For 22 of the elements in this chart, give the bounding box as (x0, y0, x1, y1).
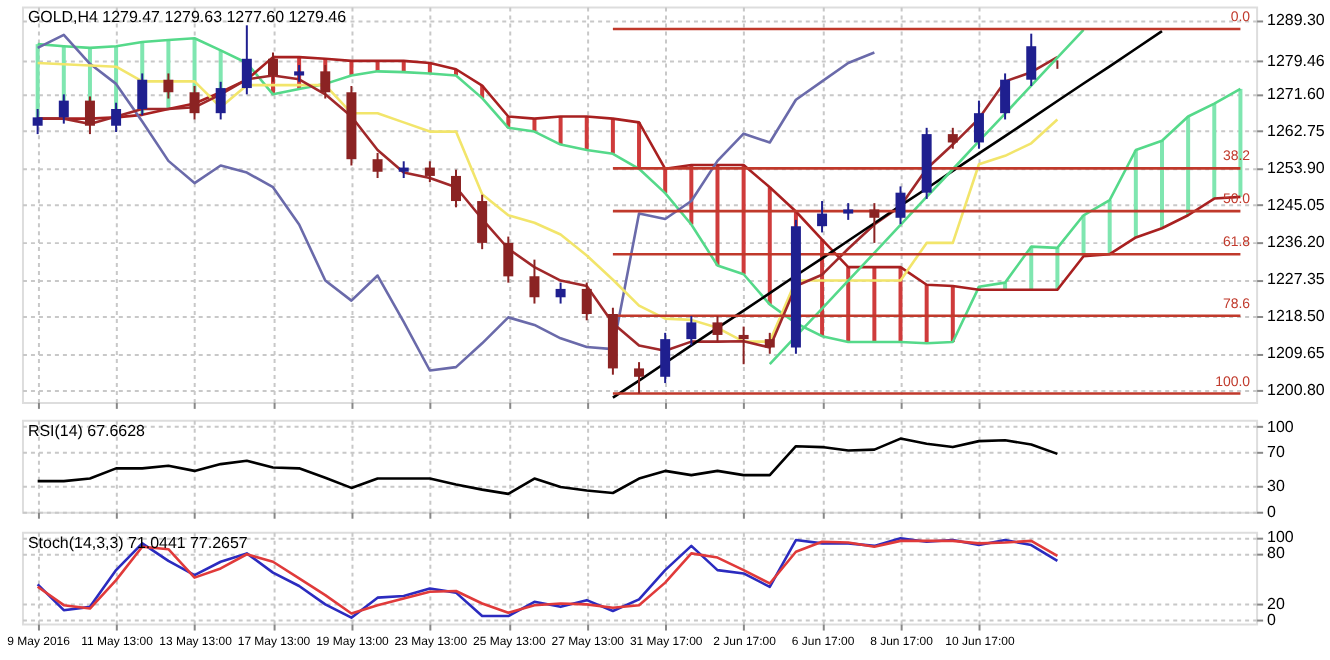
y-tick-label: 1218.50 (1267, 307, 1326, 326)
chart-title: GOLD,H4 1279.47 1279.63 1277.60 1279.46 (27, 8, 348, 27)
y-tick-label: 80 (1267, 544, 1286, 563)
y-tick-label: 1289.30 (1267, 10, 1326, 29)
y-tick-label: 1253.90 (1267, 158, 1326, 177)
y-tick-label: 1279.46 (1267, 52, 1326, 71)
y-tick-label: 20 (1267, 594, 1286, 613)
y-tick-label: 30 (1267, 477, 1286, 496)
y-tick-label: 1236.20 (1267, 233, 1326, 252)
y-tick-label: 100 (1267, 417, 1295, 436)
y-tick-label: 1200.80 (1267, 381, 1326, 400)
y-tick-label: 70 (1267, 443, 1286, 462)
y-tick-label: 1262.75 (1267, 121, 1326, 140)
y-tick-label: 1271.60 (1267, 84, 1326, 103)
chart-title: RSI(14) 67.6628 (27, 421, 147, 440)
y-tick-label: 0 (1267, 502, 1278, 521)
y-tick-label: 0 (1267, 611, 1278, 630)
y-tick-label: 1209.65 (1267, 344, 1326, 363)
chart-title: Stoch(14,3,3) 71.0441 77.2657 (27, 533, 249, 552)
y-tick-label: 1227.35 (1267, 270, 1326, 289)
y-tick-label: 100 (1267, 527, 1295, 546)
y-tick-label: 1245.05 (1267, 196, 1326, 215)
